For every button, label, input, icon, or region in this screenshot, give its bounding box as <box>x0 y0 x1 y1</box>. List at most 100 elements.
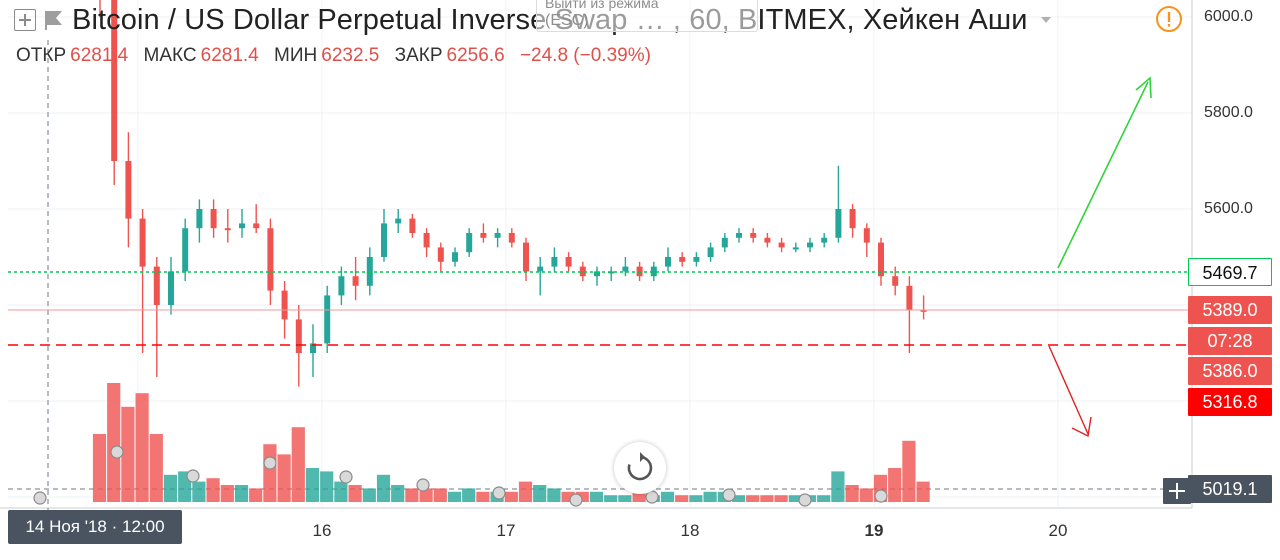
price-lines <box>8 271 1192 346</box>
change-value: −24.8 (−0.39%) <box>519 45 651 66</box>
volume-bar <box>206 478 220 502</box>
volume-bar <box>518 481 533 502</box>
volume-bar <box>462 488 476 502</box>
volume-bar <box>476 491 490 502</box>
volume-bar <box>263 444 277 502</box>
volume-bar <box>916 481 930 502</box>
volume-bar <box>192 481 206 502</box>
high-label: МАКС <box>143 45 197 66</box>
volume-bar <box>149 434 163 502</box>
volume-bar <box>731 495 746 502</box>
rotate-icon <box>627 452 653 481</box>
add-order-button[interactable] <box>1163 478 1191 504</box>
volume-bar <box>121 406 135 502</box>
event-markers <box>33 445 888 507</box>
candle-body <box>452 252 458 262</box>
volume-bars <box>92 383 930 502</box>
crosshair-date-badge: 14 Ноя '18 · 12:00 <box>8 510 182 544</box>
volume-bar <box>107 383 121 502</box>
y-tick-label: 6000.0 <box>1204 8 1253 25</box>
volume-bar <box>362 488 376 502</box>
candle-body <box>125 161 132 219</box>
volume-bar <box>774 495 788 502</box>
close-label: ЗАКР <box>394 45 443 66</box>
candle-body <box>423 233 430 248</box>
event-marker <box>339 470 353 484</box>
x-tick-label: 18 <box>680 521 700 540</box>
candle-body <box>295 319 302 353</box>
y-tick-label: 5800.0 <box>1204 104 1253 121</box>
candle-body <box>792 247 799 250</box>
candle-body <box>196 209 203 229</box>
volume-bar <box>419 488 433 502</box>
candle-body <box>835 209 842 238</box>
candle-body <box>210 209 217 229</box>
up-arrow-line <box>1057 81 1149 269</box>
volume-bar <box>163 474 178 502</box>
candle-body <box>139 218 146 267</box>
candle-body <box>310 343 316 353</box>
add-symbol-icon[interactable] <box>14 9 36 31</box>
candle-body <box>281 290 288 320</box>
volume-bar <box>547 488 561 502</box>
candle-body <box>821 237 828 243</box>
candle-body <box>608 271 615 274</box>
volume-bar <box>433 488 447 502</box>
replay-button[interactable] <box>614 442 666 494</box>
volume-bar <box>660 491 675 502</box>
up-arrow-head <box>1135 76 1152 99</box>
event-marker <box>874 489 888 503</box>
candle-body <box>594 271 600 277</box>
volume-bar <box>746 495 760 502</box>
candle-body <box>253 223 260 229</box>
candle-body <box>480 233 487 238</box>
event-marker <box>798 493 812 507</box>
low-label: МИН <box>274 45 318 66</box>
candle-body <box>381 223 387 257</box>
exit-hint-key: (ESC) <box>545 12 589 29</box>
candle-body <box>409 218 416 233</box>
red-line-price-badge: 5316.8 <box>1188 388 1272 416</box>
x-tick-label: 20 <box>1048 521 1068 540</box>
open-value: 6281.4 <box>70 45 129 66</box>
low-value: 6232.5 <box>321 45 380 66</box>
volume-bar <box>277 454 291 502</box>
candle-body <box>267 228 274 291</box>
exclamation-circle-icon[interactable] <box>1155 5 1183 33</box>
exit-fullscreen-hint[interactable]: Выйти из режима (ESC) <box>536 0 758 32</box>
event-marker <box>186 469 200 483</box>
candle-body <box>466 233 473 253</box>
volume-bar <box>831 471 845 502</box>
volume-bar <box>305 468 320 502</box>
candle-body <box>849 209 856 229</box>
volume-bar <box>135 393 149 502</box>
candle-body <box>494 233 501 238</box>
candle-body <box>892 276 899 286</box>
event-marker <box>569 493 583 507</box>
flag-icon[interactable] <box>44 9 64 31</box>
crosshair-price-badge: 5019.1 <box>1188 475 1272 503</box>
candle-body <box>707 247 714 257</box>
x-tick-label: 16 <box>312 521 332 540</box>
candle-body <box>523 242 529 272</box>
candle-body <box>508 233 515 243</box>
candles <box>99 0 927 387</box>
candle-body <box>395 218 402 224</box>
candle-body <box>863 228 870 243</box>
volume-bar <box>689 495 703 502</box>
candle-body <box>778 242 785 248</box>
event-marker <box>722 488 736 502</box>
candle-body <box>239 223 245 229</box>
volume-bar <box>376 474 391 502</box>
volume-bar <box>320 471 334 502</box>
candle-body <box>168 271 174 305</box>
volume-bar <box>575 491 589 502</box>
candle-body <box>736 233 742 238</box>
candle-body <box>878 242 884 277</box>
chevron-down-icon[interactable] <box>1040 15 1052 25</box>
candle-body <box>551 257 558 267</box>
volume-bar <box>817 495 831 502</box>
close-value: 6256.6 <box>446 45 505 66</box>
volume-bar <box>859 488 873 502</box>
